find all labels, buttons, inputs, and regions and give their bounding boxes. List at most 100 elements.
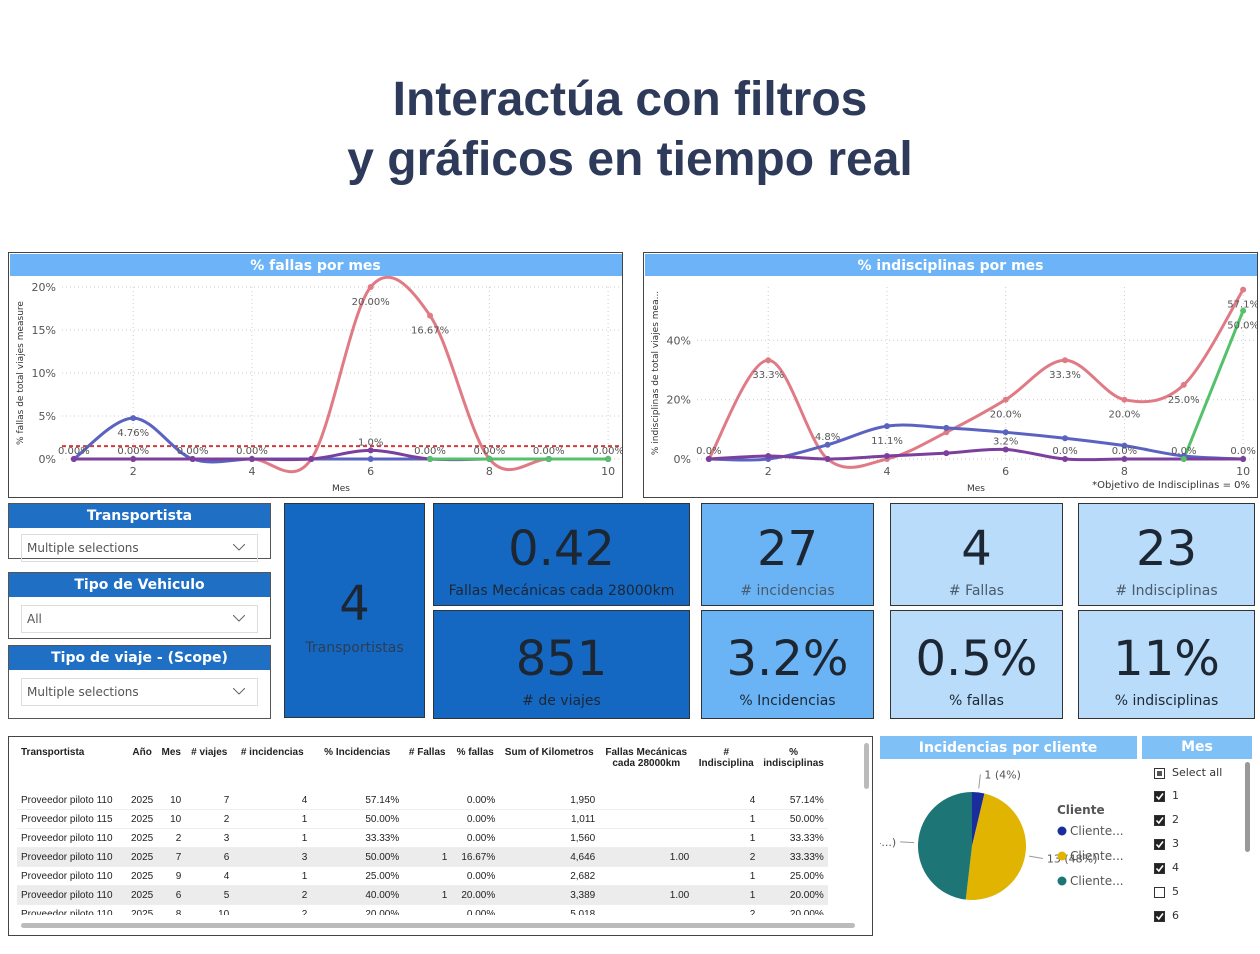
slicer-item[interactable]: 5 <box>1154 885 1242 901</box>
point <box>883 423 890 430</box>
kpi-value: 851 <box>515 631 608 687</box>
slicer-item[interactable]: 3 <box>1154 837 1242 853</box>
table-cell: 20.00% <box>759 904 828 915</box>
table-cell <box>599 828 694 848</box>
table-cell: 4 <box>693 791 760 810</box>
table-cell: 2025 <box>127 791 158 810</box>
table-cell: 0.00% <box>451 809 500 829</box>
kpi-label: Fallas Mecánicas cada 28000km <box>448 583 675 599</box>
kpi-label: # Fallas <box>948 583 1005 599</box>
legend-marker <box>1057 826 1067 836</box>
slicer-item[interactable]: 1 <box>1154 789 1242 805</box>
table-cell: 1.00 <box>599 885 694 905</box>
data-label: 4.76% <box>117 428 149 439</box>
table-cell: 1 <box>403 847 452 867</box>
scrollbar[interactable] <box>864 743 869 789</box>
mes-slicer: Mes Select all 1 2 3 4 5 6 <box>1142 736 1254 936</box>
column-header[interactable]: Sum of Kilometros <box>504 747 594 758</box>
x-tick-label: 8 <box>1121 465 1128 478</box>
slicer-item[interactable]: 6 <box>1154 909 1242 925</box>
data-label: 0.00% <box>177 446 209 457</box>
table-cell: 33.33% <box>759 847 828 867</box>
column-header[interactable]: % fallas <box>456 747 494 758</box>
leader-line <box>1029 855 1043 859</box>
table-cell: 8 <box>157 904 186 915</box>
point <box>248 456 255 462</box>
table-cell: 6 <box>185 847 234 867</box>
column-header[interactable]: # incidencias <box>240 747 304 758</box>
table-cell: 2025 <box>127 828 158 848</box>
table-cell: 2 <box>233 885 312 905</box>
column-header[interactable]: Transportista <box>21 747 85 758</box>
table-cell: Proveedor piloto 110 <box>17 866 127 886</box>
slicer-item[interactable]: Select all <box>1154 766 1242 782</box>
dropdown-value: Multiple selections <box>27 685 139 699</box>
dropdown[interactable]: Multiple selections <box>21 534 258 562</box>
point <box>427 456 434 462</box>
scrollbar[interactable] <box>1245 762 1250 852</box>
table-cell <box>599 904 694 915</box>
point <box>130 415 137 422</box>
column-header[interactable]: # Indisciplina <box>698 747 754 769</box>
table-cell: 1 <box>233 866 312 886</box>
kpi-label: % fallas <box>949 693 1004 709</box>
checkbox <box>1154 791 1165 802</box>
column-header[interactable]: # Fallas <box>408 747 446 758</box>
checkbox <box>1154 815 1165 826</box>
column-header[interactable]: Mes <box>161 747 181 758</box>
point <box>545 456 552 462</box>
dropdown[interactable]: Multiple selections <box>21 678 258 706</box>
point <box>824 441 831 448</box>
column-header[interactable]: # viajes <box>191 747 228 758</box>
kpi-card: 3.2% % Incidencias <box>701 610 874 719</box>
table-cell: 10 <box>157 791 186 810</box>
table-cell <box>403 828 452 848</box>
kpi-value: 11% <box>1113 631 1220 687</box>
table-cell: 4,646 <box>499 847 600 867</box>
table-cell: 2 <box>693 847 760 867</box>
point <box>1121 456 1128 462</box>
data-label: 11.1% <box>871 436 903 447</box>
point <box>70 456 77 462</box>
slicer-item[interactable]: 4 <box>1154 861 1242 877</box>
legend-marker <box>1057 876 1067 886</box>
table-cell: 2 <box>185 809 234 829</box>
table-cell: 2025 <box>127 904 158 915</box>
data-label: 33.3% <box>752 370 784 381</box>
table-cell: 1 <box>693 809 760 829</box>
kpi-value: 0.42 <box>508 521 615 577</box>
data-label: 57.1% <box>1227 300 1258 311</box>
data-label: 0.00% <box>236 446 268 457</box>
table-cell: 16.67% <box>451 847 500 867</box>
slicer-title: Mes <box>1142 736 1252 759</box>
legend-title: Cliente <box>1057 803 1105 817</box>
y-tick-label: 40% <box>667 334 691 347</box>
checkbox <box>1154 887 1165 898</box>
dropdown[interactable]: All <box>21 605 258 633</box>
column-header[interactable]: Fallas Mecánicas cada 28000km <box>605 747 688 769</box>
leader-line <box>900 841 915 844</box>
scrollbar[interactable] <box>21 923 855 928</box>
chevron <box>233 544 245 551</box>
table-cell: 5,018 <box>499 904 600 915</box>
table-cell: 33.33% <box>759 828 828 848</box>
table-cell: 0.00% <box>451 866 500 886</box>
table-cell: Proveedor piloto 115 <box>17 809 127 829</box>
data-label: 33.3% <box>1049 370 1081 381</box>
point <box>1180 456 1187 462</box>
column-header[interactable]: Año <box>132 747 152 758</box>
table-cell: 10 <box>185 904 234 915</box>
data-label: 1 (4%) <box>984 768 1021 781</box>
table-cell: 2025 <box>127 866 158 886</box>
slicer-item[interactable]: 2 <box>1154 813 1242 829</box>
data-label: 0.00% <box>592 446 623 457</box>
column-header[interactable]: % Incidencias <box>324 747 391 758</box>
table-cell: 9 <box>157 866 186 886</box>
data-label: 0.0% <box>1230 446 1255 457</box>
column-header[interactable]: % indisciplinas <box>763 747 824 769</box>
point <box>1002 446 1009 453</box>
data-label: 0.00% <box>474 446 506 457</box>
table-cell: 4 <box>185 866 234 886</box>
data-label: 0.00% <box>117 446 149 457</box>
table-cell: 1.00 <box>599 847 694 867</box>
